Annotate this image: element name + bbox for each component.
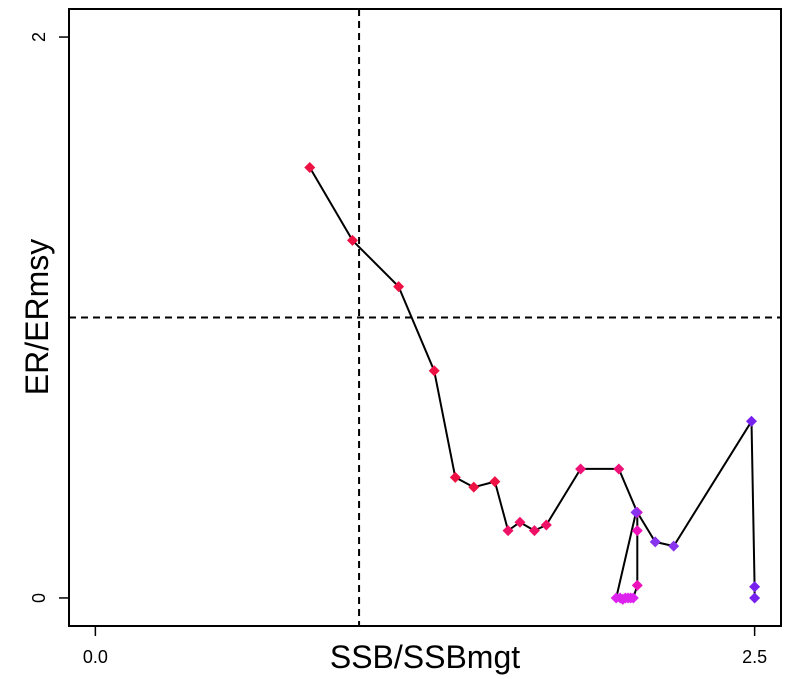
data-point	[540, 519, 552, 531]
data-point	[393, 281, 405, 293]
data-point	[610, 592, 622, 604]
data-point	[489, 476, 501, 488]
data-point	[749, 592, 761, 604]
x-axis-title: SSB/SSBmgt	[330, 639, 520, 675]
x-tick-label: 2.5	[742, 647, 767, 667]
y-tick-label: 2	[29, 32, 49, 42]
data-point	[630, 506, 642, 518]
data-point	[428, 365, 440, 377]
data-point	[528, 525, 540, 537]
series-lines	[308, 166, 756, 601]
data-points	[304, 161, 761, 605]
y-tick-label: 0	[29, 593, 49, 603]
data-point	[631, 579, 643, 591]
data-point	[575, 463, 587, 475]
data-point	[346, 234, 358, 246]
data-point	[613, 463, 625, 475]
data-point	[649, 536, 661, 548]
data-point	[668, 540, 680, 552]
x-tick-label: 0.0	[83, 647, 108, 667]
data-point	[514, 516, 526, 528]
data-point	[468, 481, 480, 493]
data-point	[745, 415, 757, 427]
data-point	[304, 161, 316, 173]
x-axis: 0.0 2.5	[83, 625, 767, 667]
y-axis-title: ER/ERmsy	[19, 239, 55, 395]
data-point	[449, 471, 461, 483]
data-point	[749, 581, 761, 593]
reference-lines	[69, 9, 781, 626]
y-axis: 02	[29, 32, 70, 603]
data-point	[631, 525, 643, 537]
data-point	[502, 525, 514, 537]
